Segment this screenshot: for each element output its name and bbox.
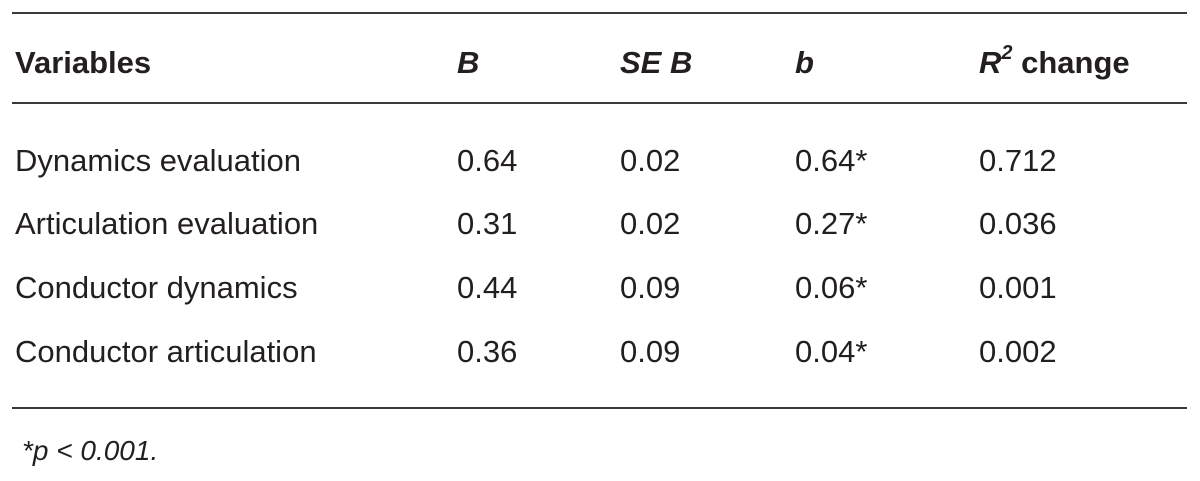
cell-beta: 0.06* <box>795 270 868 305</box>
cell-r2-change: 0.002 <box>979 334 1057 369</box>
cell-beta: 0.04* <box>795 334 868 369</box>
header-r2-symbol: R <box>979 45 1002 80</box>
cell-b-unstandardized: 0.36 <box>457 334 518 369</box>
cell-se-b: 0.09 <box>620 270 681 305</box>
cell-r2-change: 0.001 <box>979 270 1057 305</box>
cell-variable: Conductor dynamics <box>15 270 298 305</box>
header-r2-change: R2 change <box>979 43 1130 80</box>
table-top-rule <box>12 12 1187 14</box>
cell-se-b: 0.02 <box>620 143 681 178</box>
table-bottom-rule <box>12 407 1187 409</box>
header-r2-change-label: change <box>1012 45 1130 80</box>
cell-r2-change: 0.712 <box>979 143 1057 178</box>
cell-b-unstandardized: 0.64 <box>457 143 518 178</box>
cell-beta: 0.64* <box>795 143 868 178</box>
cell-variable: Conductor articulation <box>15 334 317 369</box>
header-variables: Variables <box>15 45 152 80</box>
cell-beta: 0.27* <box>795 206 868 241</box>
cell-r2-change: 0.036 <box>979 206 1057 241</box>
cell-se-b: 0.02 <box>620 206 681 241</box>
cell-variable: Dynamics evaluation <box>15 143 302 178</box>
header-b-unstandardized: B <box>457 45 480 80</box>
table-header-rule <box>12 102 1187 104</box>
header-beta: b <box>795 45 814 80</box>
table-footnote: *p < 0.001. <box>22 435 159 466</box>
cell-se-b: 0.09 <box>620 334 681 369</box>
header-se-b: SE B <box>620 45 693 80</box>
cell-b-unstandardized: 0.31 <box>457 206 518 241</box>
header-r2-exponent: 2 <box>1001 42 1013 64</box>
cell-b-unstandardized: 0.44 <box>457 270 518 305</box>
cell-variable: Articulation evaluation <box>15 206 319 241</box>
